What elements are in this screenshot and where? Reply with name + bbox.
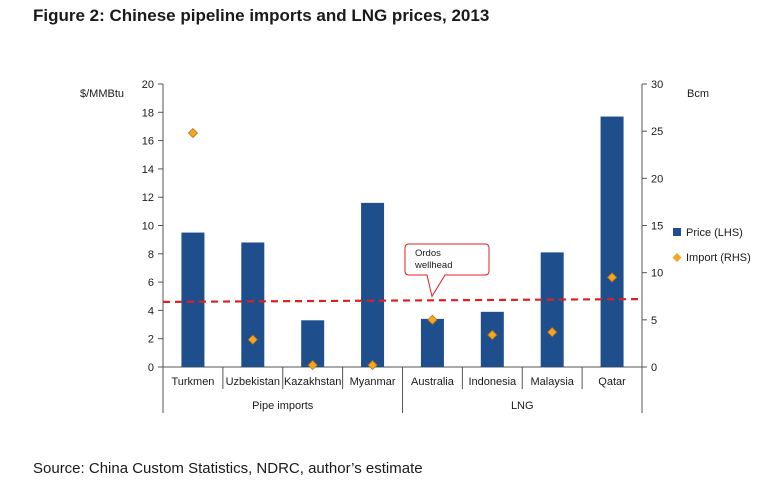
right-tick-label: 25: [651, 126, 663, 138]
right-tick-label: 30: [651, 79, 663, 91]
import-marker: [547, 327, 558, 338]
right-tick-label: 20: [651, 173, 663, 185]
left-tick-label: 14: [142, 164, 154, 176]
price-bar: [420, 318, 444, 367]
category-label: Australia: [411, 376, 455, 388]
import-marker: [307, 360, 318, 371]
category-label: Kazakhstan: [284, 376, 341, 388]
callout-box: [404, 243, 490, 298]
callout-text: wellhead: [414, 260, 453, 271]
import-markers: [187, 127, 618, 371]
right-axis-label: Bcm: [687, 88, 709, 100]
category-label: Malaysia: [530, 376, 574, 388]
price-bars: [181, 116, 624, 367]
price-bar: [600, 116, 624, 367]
plot-frame: [162, 84, 643, 368]
import-marker: [247, 334, 258, 345]
right-axis: 0 5 10 15 20 25 30 Bcm: [642, 79, 709, 374]
reference-line: [162, 297, 643, 304]
import-marker: [367, 360, 378, 371]
left-tick-label: 6: [148, 277, 154, 289]
import-marker: [487, 329, 498, 340]
right-tick-label: 15: [651, 221, 663, 233]
category-label: Indonesia: [468, 376, 517, 388]
price-bar: [361, 202, 385, 367]
left-tick-label: 18: [142, 107, 154, 119]
ordos-wellhead-line: [162, 297, 643, 304]
price-bar: [241, 242, 265, 367]
left-tick-label: 4: [148, 305, 154, 317]
figure-source: Source: China Custom Statistics, NDRC, a…: [33, 460, 423, 477]
callout-text: Ordos: [415, 248, 441, 259]
import-marker: [187, 127, 199, 139]
category-axis: Turkmen Uzbekistan Kazakhstan Myanmar Austra…: [162, 367, 643, 413]
price-bar: [540, 252, 564, 367]
left-tick-label: 10: [142, 221, 154, 233]
category-label: Turkmen: [171, 376, 214, 388]
category-label: Uzbekistan: [226, 376, 280, 388]
legend-price-label: Price (LHS): [686, 227, 743, 239]
left-tick-label: 20: [142, 79, 154, 91]
price-bar: [301, 320, 325, 367]
legend: Price (LHS) Import (RHS): [672, 227, 751, 264]
legend-import-swatch: [672, 253, 682, 262]
price-bar: [181, 232, 205, 367]
right-tick-label: 0: [651, 362, 657, 374]
legend-price-swatch: [673, 228, 681, 236]
chart: 0 2 4 6 8 10 12 14 16 18 20 $/MMBtu 0 5 10 15 20 25 30 Bcm…: [80, 79, 751, 413]
group-label: LNG: [511, 400, 534, 412]
legend-import-label: Import (RHS): [686, 252, 751, 264]
left-axis-label: $/MMBtu: [80, 88, 124, 100]
left-axis: 0 2 4 6 8 10 12 14 16 18 20 $/MMBtu: [80, 79, 163, 374]
left-tick-label: 0: [148, 362, 154, 374]
left-tick-label: 12: [142, 192, 154, 204]
import-marker: [606, 272, 618, 283]
left-tick-label: 8: [148, 249, 154, 261]
category-label: Qatar: [598, 376, 626, 388]
group-label: Pipe imports: [252, 400, 314, 412]
right-tick-label: 10: [651, 268, 663, 280]
left-tick-label: 2: [148, 334, 154, 346]
import-marker: [427, 314, 438, 325]
category-label: Myanmar: [350, 376, 396, 388]
right-tick-label: 5: [651, 315, 657, 327]
left-tick-label: 16: [142, 136, 154, 148]
figure-title: Figure 2: Chinese pipeline imports and L…: [33, 6, 490, 25]
